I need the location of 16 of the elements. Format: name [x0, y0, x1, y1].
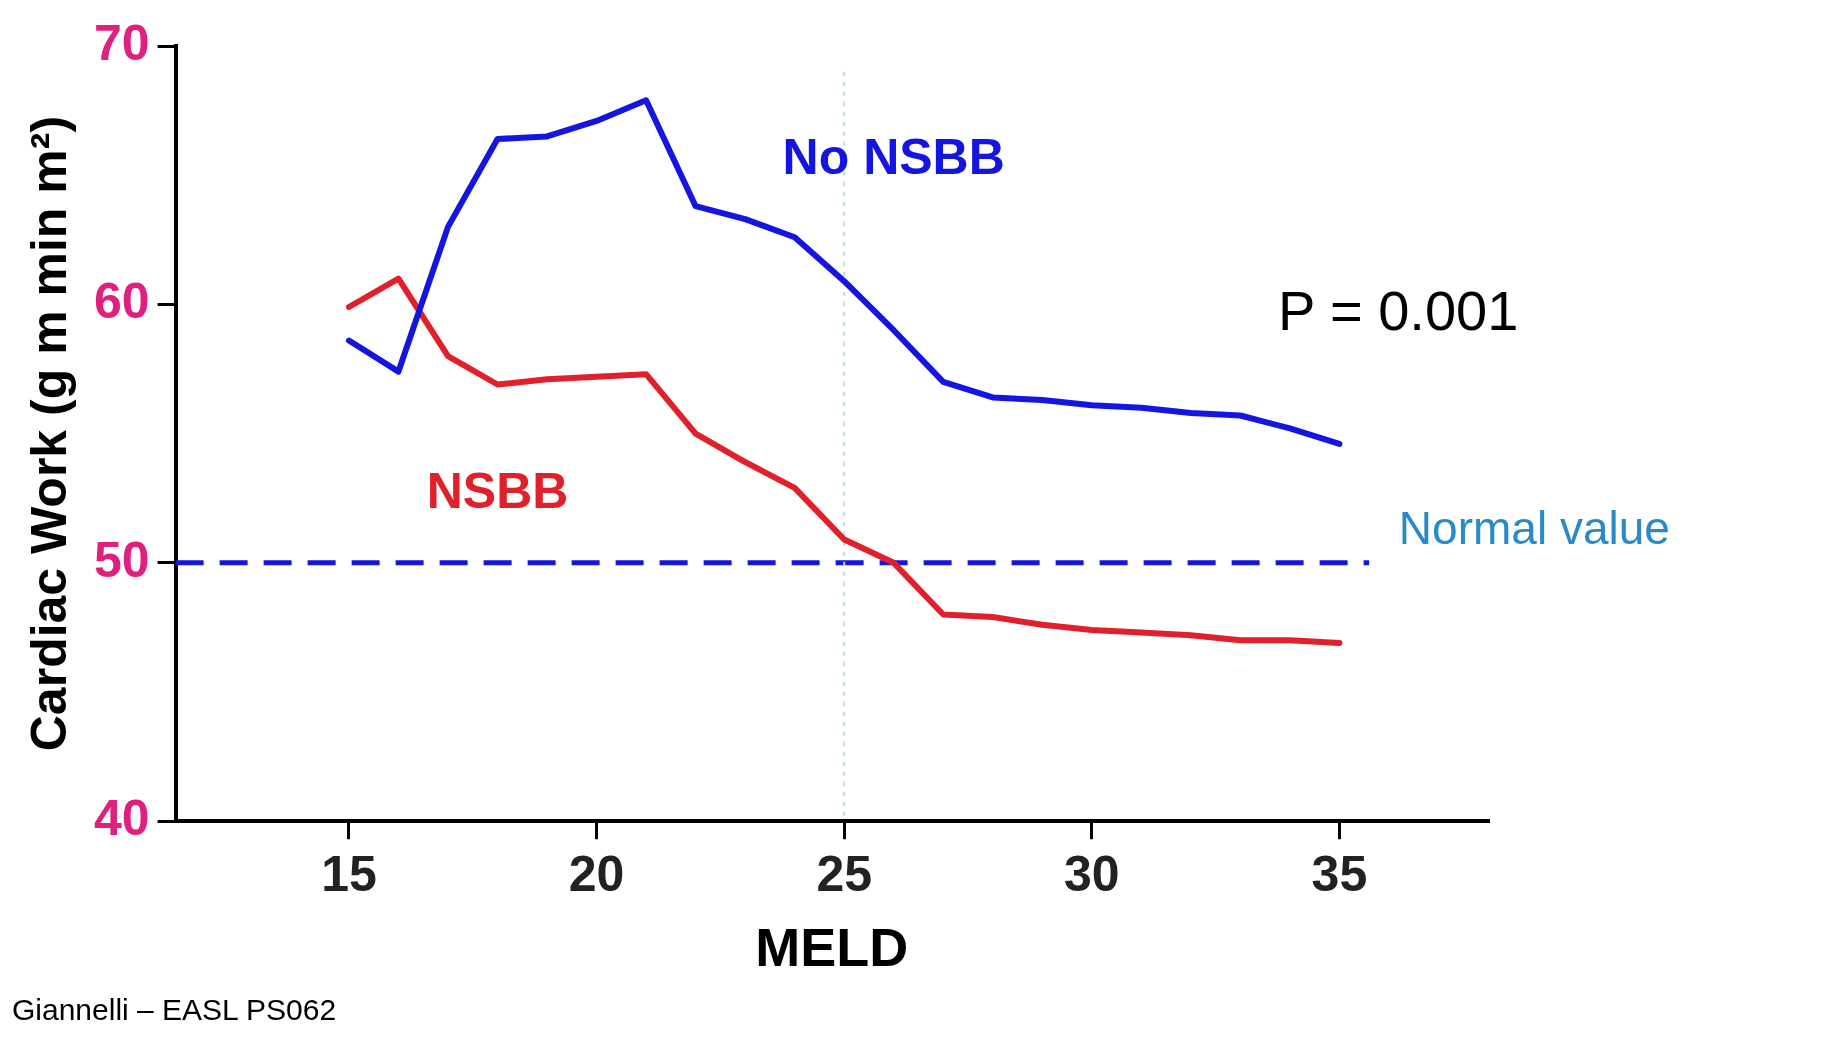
- series-label: No NSBB: [782, 129, 1005, 186]
- x-tick-label: 25: [816, 845, 872, 902]
- series-label: NSBB: [426, 463, 569, 520]
- y-tick-label: 50: [93, 531, 150, 588]
- x-tick-label: 30: [1064, 845, 1120, 902]
- annotation: P = 0.001: [1278, 279, 1519, 343]
- ref-line-label: Normal value: [1398, 502, 1670, 555]
- y-tick-label: 40: [93, 789, 150, 846]
- y-tick-label: 60: [93, 273, 150, 330]
- y-axis-title: Cardiac Work (g m min m²): [20, 115, 77, 752]
- x-tick-label: 15: [321, 845, 377, 902]
- x-tick-label: 35: [1311, 845, 1368, 902]
- x-axis-title: MELD: [755, 917, 909, 978]
- x-tick-label: 20: [568, 845, 625, 902]
- y-tick-label: 70: [93, 14, 150, 71]
- text: Giannelli – EASL PS062: [12, 993, 337, 1026]
